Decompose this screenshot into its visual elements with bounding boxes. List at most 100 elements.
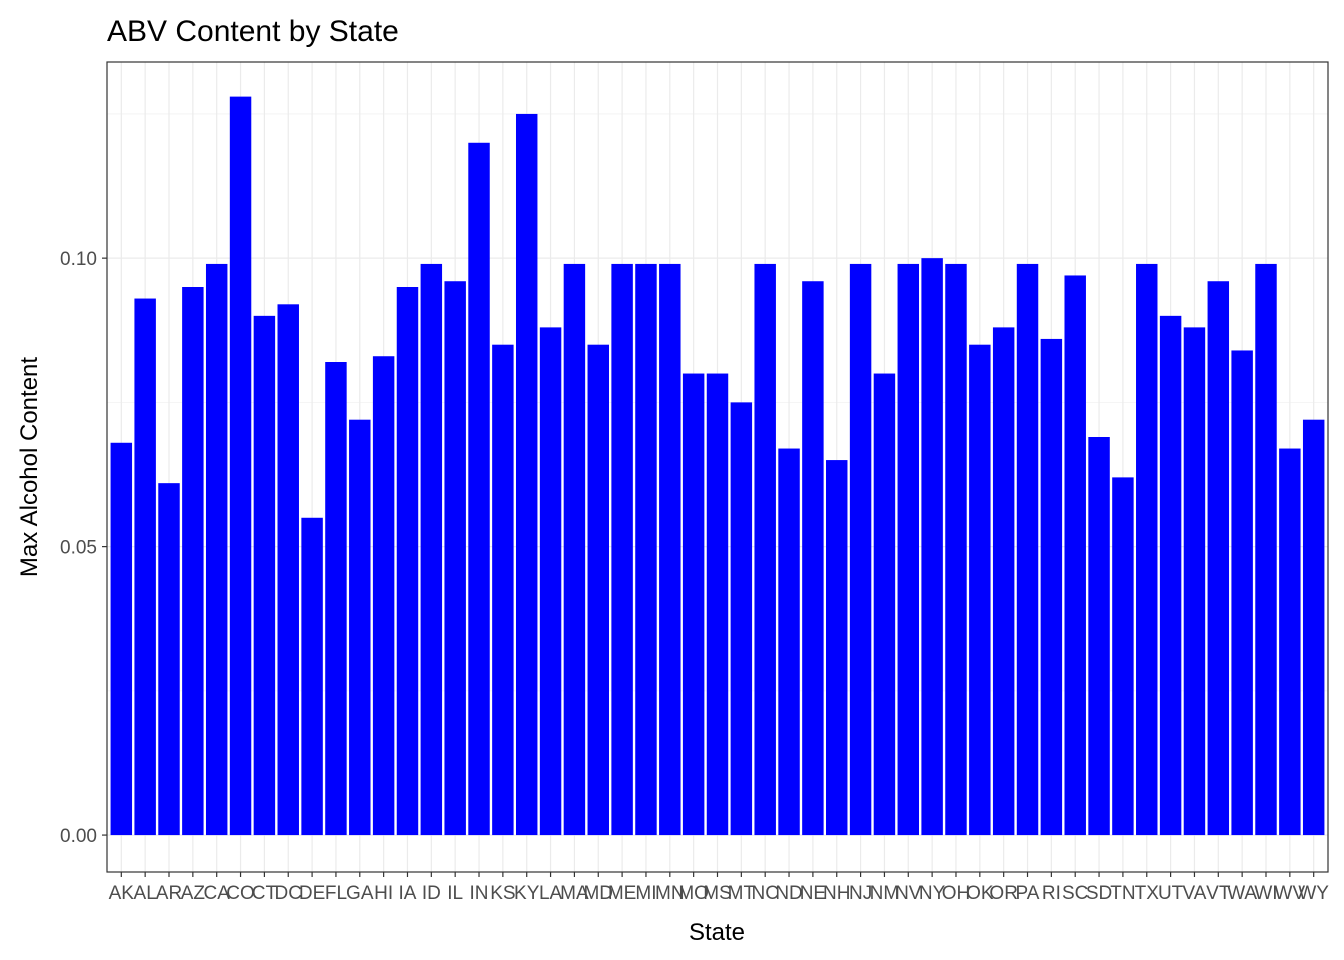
y-tick-label: 0.10 bbox=[60, 249, 97, 270]
x-tick-label: KY bbox=[514, 883, 540, 904]
bar-mn bbox=[659, 263, 681, 836]
x-tick-label: KS bbox=[490, 883, 515, 904]
bar-ma bbox=[563, 263, 586, 836]
bar-ks bbox=[492, 344, 514, 836]
x-tick-label: NY bbox=[919, 883, 946, 904]
x-tick-label: IN bbox=[470, 883, 489, 904]
y-axis-ticks: 0.00 0.05 0.10 bbox=[60, 249, 107, 847]
bar-tx bbox=[1136, 263, 1158, 836]
bar-ga bbox=[349, 419, 371, 836]
x-tick-label: IL bbox=[447, 883, 463, 904]
bar-nd bbox=[778, 448, 800, 836]
x-tick-label: OK bbox=[966, 883, 994, 904]
bar-pa bbox=[1016, 263, 1039, 836]
x-tick-label: AZ bbox=[181, 883, 206, 904]
x-tick-label: MT bbox=[728, 883, 756, 904]
bar-la bbox=[539, 327, 562, 836]
bar-ne bbox=[802, 281, 824, 836]
x-tick-label: MA bbox=[560, 883, 589, 904]
x-tick-label: DC bbox=[275, 883, 302, 904]
x-tick-label: HI bbox=[374, 883, 393, 904]
bar-co bbox=[229, 96, 252, 836]
x-tick-label: DE bbox=[299, 883, 325, 904]
x-axis-title: State bbox=[689, 919, 745, 946]
x-tick-label: AR bbox=[156, 883, 182, 904]
bar-fl bbox=[325, 362, 347, 836]
bar-ca bbox=[205, 263, 228, 836]
y-tick-label: 0.05 bbox=[60, 538, 97, 559]
bar-sd bbox=[1088, 437, 1110, 836]
bar-vt bbox=[1207, 281, 1230, 836]
x-tick-label: NV bbox=[895, 883, 922, 904]
bar-az bbox=[182, 287, 204, 836]
bar-ky bbox=[515, 113, 538, 836]
bar-tn bbox=[1112, 477, 1134, 836]
bar-ny bbox=[921, 258, 943, 836]
bar-wv bbox=[1279, 448, 1301, 836]
bar-al bbox=[134, 298, 156, 836]
bar-il bbox=[444, 281, 466, 836]
bar-nc bbox=[754, 263, 776, 836]
bar-dc bbox=[277, 304, 299, 836]
chart-title: ABV Content by State bbox=[107, 15, 399, 48]
x-tick-label: AL bbox=[134, 883, 157, 904]
x-tick-label: SD bbox=[1086, 883, 1112, 904]
bar-ar bbox=[158, 483, 180, 836]
bar-md bbox=[587, 344, 609, 836]
x-tick-label: LA bbox=[539, 883, 563, 904]
x-tick-label: CO bbox=[226, 883, 255, 904]
x-tick-label: WY bbox=[1298, 883, 1329, 904]
x-tick-label: ID bbox=[422, 883, 441, 904]
bars bbox=[110, 96, 1325, 836]
x-tick-label: OR bbox=[989, 883, 1018, 904]
x-tick-label: FL bbox=[325, 883, 347, 904]
bar-wa bbox=[1231, 350, 1253, 836]
x-tick-label: GA bbox=[346, 883, 374, 904]
bar-mt bbox=[730, 402, 753, 836]
bar-de bbox=[301, 517, 323, 836]
x-tick-label: NC bbox=[751, 883, 778, 904]
bar-ri bbox=[1040, 338, 1063, 836]
x-tick-label: WV bbox=[1275, 883, 1306, 904]
bar-oh bbox=[945, 263, 967, 836]
x-tick-label: WI bbox=[1254, 883, 1277, 904]
x-tick-label: NE bbox=[800, 883, 826, 904]
bar-mi bbox=[635, 263, 657, 836]
bar-mo bbox=[682, 373, 705, 836]
x-tick-label: ME bbox=[608, 883, 637, 904]
x-tick-label: PA bbox=[1016, 883, 1040, 904]
x-tick-label: WA bbox=[1227, 883, 1257, 904]
bar-ut bbox=[1159, 315, 1182, 836]
x-tick-label: RI bbox=[1042, 883, 1061, 904]
bar-id bbox=[420, 263, 443, 836]
bar-ct bbox=[253, 315, 276, 836]
bar-nj bbox=[849, 263, 872, 836]
x-tick-label: MI bbox=[635, 883, 656, 904]
x-tick-label: IA bbox=[399, 883, 417, 904]
x-tick-label: MO bbox=[678, 883, 709, 904]
bar-nh bbox=[826, 460, 848, 836]
y-axis-title: Max Alcohol Content bbox=[16, 357, 43, 577]
x-tick-label: NM bbox=[870, 883, 900, 904]
x-tick-label: MN bbox=[655, 883, 685, 904]
x-tick-label: MD bbox=[583, 883, 613, 904]
bar-va bbox=[1183, 327, 1206, 836]
x-tick-label: AK bbox=[109, 883, 135, 904]
x-tick-label: MS bbox=[703, 883, 732, 904]
bar-ak bbox=[110, 442, 133, 836]
x-tick-label: VA bbox=[1182, 883, 1206, 904]
x-tick-label: SC bbox=[1062, 883, 1088, 904]
bar-sc bbox=[1064, 275, 1086, 836]
bar-nv bbox=[897, 263, 920, 836]
bar-or bbox=[992, 327, 1015, 836]
x-tick-label: NH bbox=[823, 883, 850, 904]
x-tick-label: ND bbox=[775, 883, 802, 904]
x-tick-label: TX bbox=[1135, 883, 1160, 904]
bar-ok bbox=[969, 344, 991, 836]
x-tick-label: OH bbox=[942, 883, 971, 904]
x-tick-label: UT bbox=[1158, 883, 1184, 904]
bar-ms bbox=[706, 373, 729, 836]
bar-in bbox=[468, 142, 490, 836]
